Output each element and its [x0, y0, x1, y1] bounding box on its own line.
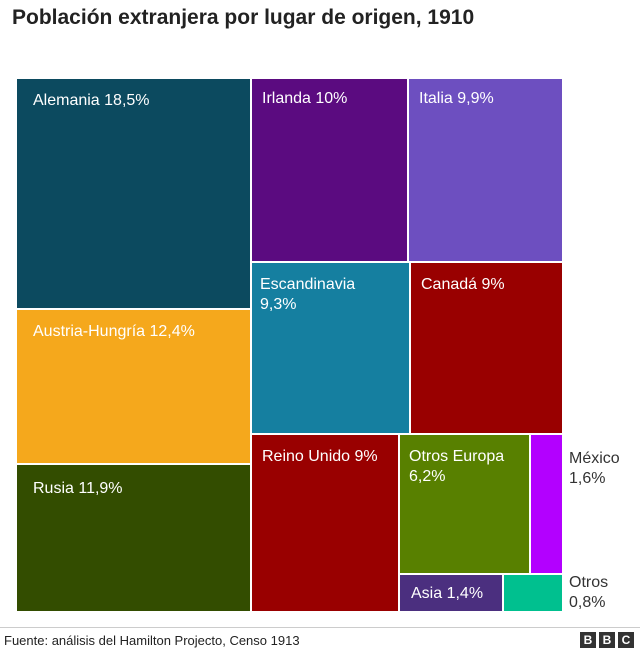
tile-label-escandinavia: Escandinavia 9,3% [260, 276, 356, 313]
tile-label-otros: Otros 0,8% [569, 574, 609, 611]
tile-reino-unido: Reino Unido 9% [251, 434, 399, 612]
tile-label-alemania: Alemania 18,5% [33, 92, 150, 109]
tile-asia: Asia 1,4% [399, 574, 503, 612]
tile-label-canada: Canadá 9% [421, 276, 505, 293]
tile-label-reino-unido: Reino Unido 9% [262, 448, 378, 465]
tile-italia: Italia 9,9% [408, 78, 563, 262]
chart-title: Población extranjera por lugar de origen… [12, 6, 475, 29]
tile-label-mexico: México 1,6% [569, 450, 620, 487]
tile-otros [503, 574, 563, 612]
tile-canada: Canadá 9% [410, 262, 563, 434]
tile-label-italia: Italia 9,9% [419, 90, 494, 107]
tile-irlanda: Irlanda 10% [251, 78, 408, 262]
tile-otros-europa: Otros Europa 6,2% [399, 434, 530, 574]
footer-divider [0, 627, 640, 628]
bbc-logo-letter: B [580, 632, 596, 648]
bbc-logo: B B C [580, 632, 634, 648]
tile-mexico [530, 434, 563, 574]
tile-label-asia: Asia 1,4% [411, 585, 484, 602]
tile-label-austria-hungria: Austria-Hungría 12,4% [33, 323, 195, 340]
tile-alemania: Alemania 18,5% [16, 78, 251, 309]
bbc-logo-letter: B [599, 632, 615, 648]
tile-label-rusia: Rusia 11,9% [33, 480, 123, 497]
tile-rusia: Rusia 11,9% [16, 464, 251, 612]
bbc-logo-letter: C [618, 632, 634, 648]
tile-escandinavia: Escandinavia 9,3% [251, 262, 410, 434]
tile-label-otros-europa: Otros Europa 6,2% [409, 448, 505, 485]
tile-label-irlanda: Irlanda 10% [262, 90, 348, 107]
tile-austria-hungria: Austria-Hungría 12,4% [16, 309, 251, 464]
source-note: Fuente: análisis del Hamilton Projecto, … [4, 633, 300, 648]
